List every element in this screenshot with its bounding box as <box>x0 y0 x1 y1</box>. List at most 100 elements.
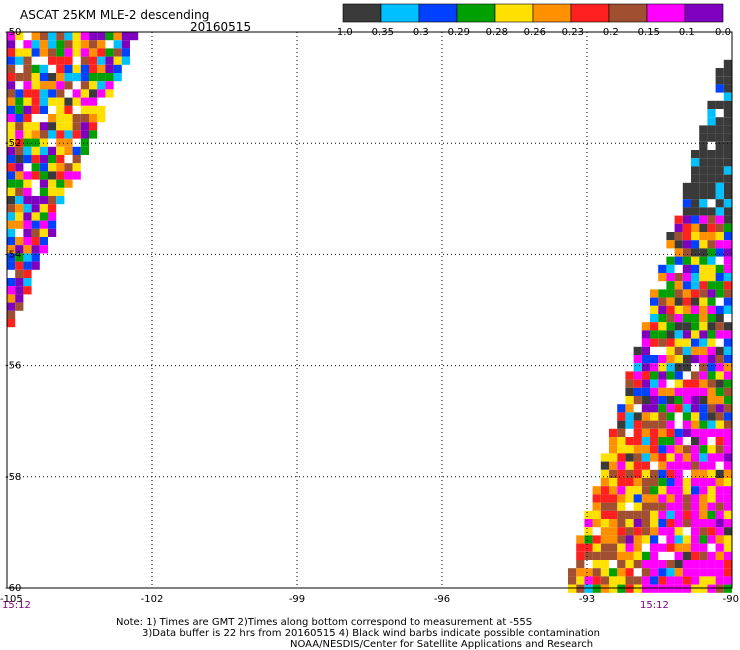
mle-cell <box>723 371 732 380</box>
mle-cell <box>707 117 716 126</box>
mle-cell <box>699 199 708 208</box>
mle-cell <box>617 584 626 593</box>
mle-cell <box>723 207 732 216</box>
map-date: 20160515 <box>190 20 251 34</box>
mle-cell <box>707 150 716 159</box>
mle-cell <box>691 215 700 224</box>
mle-cell <box>23 187 32 196</box>
mle-cell <box>39 73 48 82</box>
mle-cell <box>682 461 691 470</box>
mle-cell <box>666 535 675 544</box>
mle-cell <box>39 130 48 139</box>
mle-cell <box>617 502 626 511</box>
mle-cell <box>15 179 24 188</box>
mle-cell <box>7 179 16 188</box>
mle-cell <box>625 543 634 552</box>
mle-cell <box>707 510 716 519</box>
mle-cell <box>682 346 691 355</box>
mle-cell <box>691 232 700 241</box>
mle-cell <box>7 302 16 311</box>
mle-cell <box>723 338 732 347</box>
mle-cell <box>658 330 667 339</box>
mle-cell <box>666 289 675 298</box>
mle-cell <box>707 256 716 265</box>
mle-cell <box>666 461 675 470</box>
mle-cell <box>89 56 98 65</box>
mle-cell <box>723 174 732 183</box>
mle-cell <box>699 568 708 577</box>
mle-cell <box>674 256 683 265</box>
mle-cell <box>121 40 130 49</box>
mle-cell <box>674 469 683 478</box>
mle-cell <box>707 240 716 249</box>
mle-cell <box>674 330 683 339</box>
mle-cell <box>15 269 24 278</box>
mle-cell <box>48 56 57 65</box>
mle-cell <box>64 179 73 188</box>
mle-cell <box>633 420 642 429</box>
mle-cell <box>723 543 732 552</box>
mle-cell <box>592 551 601 560</box>
mle-cell <box>617 486 626 495</box>
mle-cell <box>691 158 700 167</box>
mle-cell <box>682 420 691 429</box>
mle-cell <box>691 199 700 208</box>
mle-cell <box>633 355 642 364</box>
mle-cell <box>682 264 691 273</box>
mle-cell <box>691 297 700 306</box>
mle-cell <box>617 420 626 429</box>
mle-cell <box>699 404 708 413</box>
mle-cell <box>666 445 675 454</box>
mle-cell <box>674 289 683 298</box>
mle-cell <box>576 576 585 585</box>
mle-cell <box>715 576 724 585</box>
mle-cell <box>691 240 700 249</box>
mle-cell <box>691 412 700 421</box>
mle-cell <box>23 179 32 188</box>
mle-cell <box>617 560 626 569</box>
mle-cell <box>699 428 708 437</box>
mle-cell <box>691 223 700 232</box>
mle-cell <box>707 412 716 421</box>
mle-cell <box>7 73 16 82</box>
mle-cell <box>658 560 667 569</box>
mle-cell <box>723 240 732 249</box>
mle-cell <box>699 141 708 150</box>
graticule <box>7 32 732 588</box>
mle-cell <box>674 519 683 528</box>
mle-cell <box>666 486 675 495</box>
mle-cell <box>89 130 98 139</box>
mle-cell <box>641 420 650 429</box>
mle-cell <box>666 453 675 462</box>
mle-cell <box>7 237 16 246</box>
mle-cell <box>105 73 114 82</box>
mle-cell <box>658 469 667 478</box>
mle-cell <box>650 371 659 380</box>
mle-cell <box>691 330 700 339</box>
mle-cell <box>682 330 691 339</box>
mle-cell <box>674 502 683 511</box>
mle-cell <box>39 122 48 131</box>
mle-cell <box>633 478 642 487</box>
mle-cell <box>674 355 683 364</box>
mle-cell <box>650 453 659 462</box>
mle-cell <box>650 355 659 364</box>
mle-cell <box>691 387 700 396</box>
mle-cell <box>715 240 724 249</box>
mle-cell <box>15 278 24 287</box>
mle-cell <box>56 155 65 164</box>
mle-cell <box>592 486 601 495</box>
mle-cell <box>707 387 716 396</box>
mle-cell <box>48 32 57 41</box>
mle-cell <box>650 387 659 396</box>
mle-cell <box>715 232 724 241</box>
mle-cell <box>691 264 700 273</box>
mle-cell <box>23 245 32 254</box>
mle-cell <box>650 379 659 388</box>
mle-cell <box>723 502 732 511</box>
mle-cell <box>113 56 122 65</box>
mle-cell <box>723 527 732 536</box>
mle-cell <box>56 48 65 57</box>
mle-cell <box>699 461 708 470</box>
mle-cell <box>715 141 724 150</box>
